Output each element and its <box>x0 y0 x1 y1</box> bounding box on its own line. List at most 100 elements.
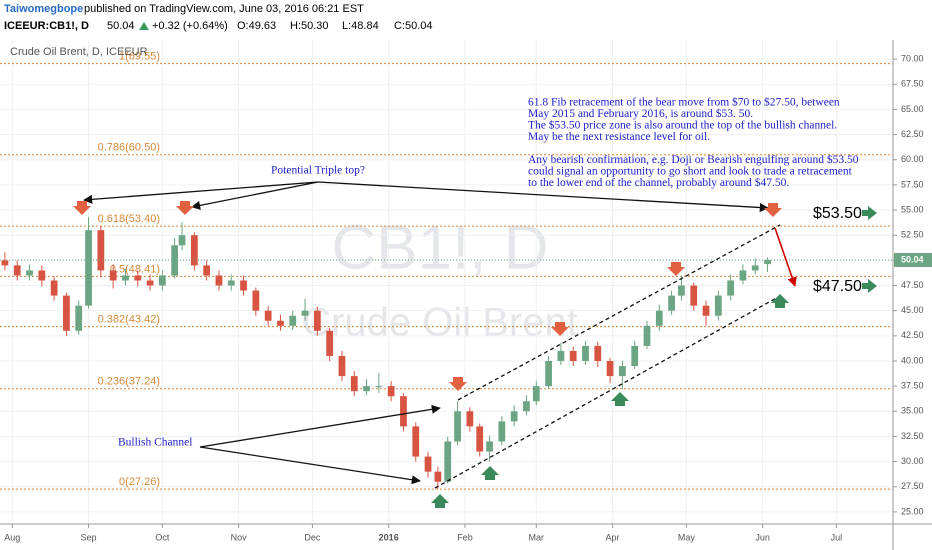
channel-lower <box>434 295 781 489</box>
candle-body <box>655 310 663 326</box>
candle-body <box>146 280 154 286</box>
byline: published on TradingView.com, June 03, 2… <box>84 3 364 15</box>
candle-body <box>400 396 407 427</box>
note-line: Any bearish confirmation, e.g. Doji or B… <box>528 153 859 166</box>
y-tick-label: 37.50 <box>901 381 924 391</box>
candle-body <box>227 280 235 286</box>
candle-body <box>85 230 92 306</box>
fib-label: 1(69.55) <box>119 51 160 63</box>
last-price-box <box>894 252 932 267</box>
candle-body <box>387 386 395 397</box>
candle-body <box>510 411 518 422</box>
header-bg <box>0 0 932 40</box>
x-tick-label: Nov <box>231 532 248 542</box>
candle-body <box>13 265 21 276</box>
watermark: CB1!, D <box>331 213 548 282</box>
close: C:50.04 <box>394 20 433 32</box>
channel-upper <box>457 224 781 401</box>
candle-body <box>178 235 186 246</box>
x-tick-label: May <box>678 532 696 542</box>
candle-body <box>532 386 540 402</box>
x-tick-label: Sep <box>81 532 97 542</box>
open: O:49.63 <box>237 20 276 32</box>
candle-body <box>476 426 484 452</box>
target-label: $53.50 <box>813 205 862 222</box>
candle-body <box>26 270 33 276</box>
candle-body <box>190 235 198 266</box>
watermark: Crude Oil Brent <box>302 301 578 345</box>
y-tick-label: 57.50 <box>901 179 924 189</box>
candle-body <box>363 386 370 392</box>
candle-body <box>97 230 105 271</box>
candle-body <box>498 421 506 442</box>
up-markers <box>431 206 877 508</box>
candle-body <box>690 285 698 306</box>
y-tick-label: 67.50 <box>901 79 924 89</box>
candle-body <box>486 441 493 452</box>
candle-body <box>75 305 83 331</box>
high: H:50.30 <box>290 20 329 32</box>
x-tick-label: 2016 <box>379 532 399 542</box>
candle-body <box>38 270 46 281</box>
candle-body <box>727 280 735 296</box>
arrow <box>317 181 769 213</box>
candle-body <box>63 295 70 331</box>
candle-body <box>412 426 420 457</box>
candle-body <box>454 411 461 442</box>
arrow <box>199 404 441 448</box>
candle-body <box>668 295 675 311</box>
arrow <box>199 446 421 485</box>
candle-body <box>523 401 530 412</box>
last: 50.04 <box>107 20 135 32</box>
x-tick-label: Feb <box>457 532 473 542</box>
candle-body <box>338 355 346 377</box>
candle-body <box>751 265 759 271</box>
candle-body <box>424 456 432 472</box>
candle-body <box>643 325 651 346</box>
candle-body <box>301 310 309 316</box>
candle-body <box>702 305 710 316</box>
note-line: May 2015 and February 2016, is around $5… <box>528 107 753 120</box>
note-line: The $53.50 price zone is also around the… <box>528 119 837 132</box>
candle-body <box>277 320 284 326</box>
candle-body <box>764 259 771 265</box>
y-tick-label: 30.00 <box>901 456 924 466</box>
x-tick-label: Jul <box>831 532 843 542</box>
plot: CB1!, D Crude Oil Brent 1(69.55) 0.786(60.5… <box>0 40 893 524</box>
candle-body <box>215 275 223 286</box>
fib-label: 0.618(53.40) <box>98 213 160 225</box>
y-tick-label: 42.50 <box>901 330 924 340</box>
x-tick-label: Dec <box>304 532 321 542</box>
y-tick-label: 32.50 <box>901 431 924 441</box>
arrow <box>83 181 319 204</box>
fib-label: 0(27.26) <box>119 476 160 488</box>
up-icon <box>139 22 149 30</box>
candle-body <box>631 345 639 367</box>
candle-body <box>678 285 685 296</box>
x-tick-label: Oct <box>155 532 170 542</box>
y-tick-label: 65.00 <box>901 104 924 114</box>
fib-label: 0.5(48.41) <box>110 263 160 275</box>
y-tick-label: 62.50 <box>901 129 924 139</box>
y-tick-label: 52.50 <box>901 230 924 240</box>
x-tick-label: Aug <box>4 532 20 542</box>
candle-body <box>50 280 58 296</box>
symbol: ICEEUR:CB1!, D <box>4 20 89 32</box>
candle-body <box>619 366 626 377</box>
y-tick-label: 70.00 <box>901 53 924 63</box>
candle-body <box>557 350 565 361</box>
last-price-label: 50.04 <box>901 254 924 264</box>
target-label: $47.50 <box>813 278 862 295</box>
fib-label: 0.786(60.50) <box>98 142 160 154</box>
candle-body <box>134 275 142 281</box>
down-markers <box>73 201 782 391</box>
candle-body <box>252 290 260 311</box>
y-tick-label: 60.00 <box>901 154 924 164</box>
chart-title: Crude Oil Brent, D, ICEEUR <box>10 46 148 58</box>
y-tick-label: 35.00 <box>901 406 924 416</box>
annotation: Potential Triple top? <box>271 165 365 177</box>
x-tick-label: Jun <box>755 532 770 542</box>
candle-body <box>569 350 577 361</box>
y-tick-label: 40.00 <box>901 355 924 365</box>
candle-body <box>714 295 722 316</box>
